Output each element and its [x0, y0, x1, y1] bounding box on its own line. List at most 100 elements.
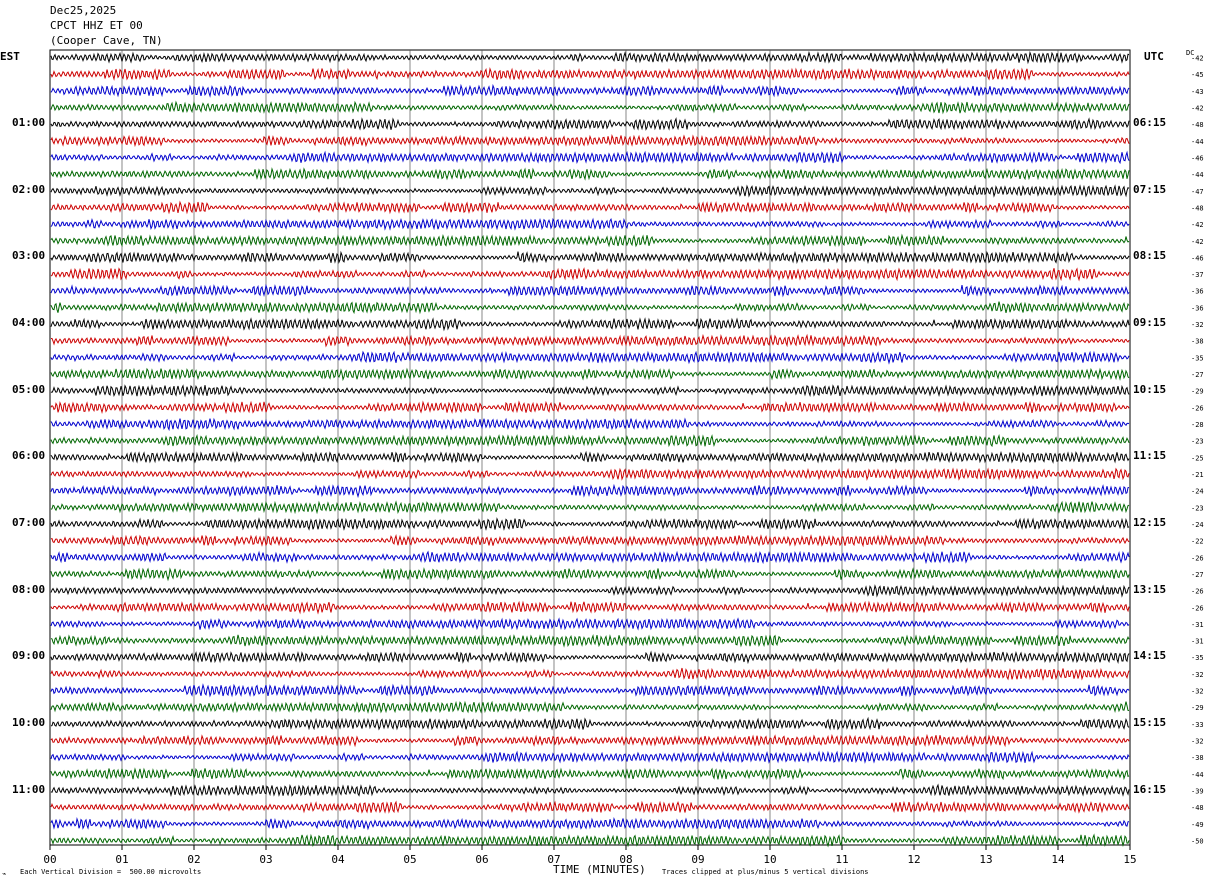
dc-offset-label: -44	[1191, 171, 1204, 179]
seismic-trace	[50, 750, 1130, 764]
dc-offset-label: -36	[1191, 288, 1204, 296]
dc-offset-label: -22	[1191, 538, 1204, 546]
dc-offset-label: -46	[1191, 154, 1204, 162]
dc-offset-label: -48	[1191, 121, 1204, 129]
seismic-trace	[50, 283, 1130, 298]
dc-offset-label: -36	[1191, 304, 1204, 312]
seismic-trace	[50, 567, 1130, 582]
utc-hour-label: 07:15	[1133, 182, 1167, 196]
seismic-trace	[50, 301, 1130, 315]
seismic-trace	[50, 767, 1130, 781]
utc-hour-label: 11:15	[1133, 449, 1167, 463]
seismic-trace	[50, 500, 1130, 515]
dc-offset-label: -35	[1191, 654, 1204, 662]
x-tick-label: 01	[115, 853, 128, 866]
x-tick-label: 13	[979, 853, 992, 866]
dc-offset-label: -26	[1191, 588, 1204, 596]
dc-offset-label: -26	[1191, 404, 1204, 412]
est-hour-label: 01:00	[12, 116, 46, 130]
seismic-trace	[50, 450, 1130, 464]
dc-offset-label: -42	[1191, 104, 1204, 112]
est-hour-label: 07:00	[12, 515, 46, 529]
seismic-traces	[50, 50, 1130, 848]
dc-offset-label: -44	[1191, 771, 1204, 779]
dc-offset-label: -24	[1191, 521, 1204, 529]
seismic-trace	[50, 167, 1130, 181]
header-date: Dec25,2025	[50, 4, 117, 17]
x-axis-title: TIME (MINUTES)	[553, 863, 646, 876]
seismic-trace	[50, 200, 1130, 215]
seismic-trace	[50, 467, 1130, 481]
x-tick-label: 11	[835, 853, 848, 866]
seismic-trace	[50, 150, 1130, 165]
est-hour-label: 11:00	[12, 782, 46, 796]
dc-offset-label: -47	[1191, 188, 1204, 196]
dc-offset-label: -46	[1191, 254, 1204, 262]
dc-offset-label: -27	[1191, 371, 1204, 379]
seismic-trace	[50, 83, 1130, 98]
scale-note: Each Vertical Division = 500.00 microvol…	[20, 868, 202, 876]
seismic-trace	[50, 633, 1130, 648]
utc-hour-label: 15:15	[1133, 715, 1167, 729]
utc-hour-label: 10:15	[1133, 382, 1167, 396]
x-tick-label: 02	[187, 853, 200, 866]
dc-offset-label: -37	[1191, 271, 1204, 279]
dc-offset-label: -21	[1191, 471, 1204, 479]
utc-axis-label: UTC	[1144, 50, 1164, 63]
seismic-trace	[50, 550, 1130, 565]
utc-hour-label: 06:15	[1133, 116, 1167, 130]
dc-offset-labels: -42 -45 -43 -42 -48 -44 -46 -44 -47 -48 -42 -42 -46 -…	[1191, 55, 1204, 846]
scale-icon: ⌁	[2, 870, 7, 878]
dc-offset-label: -33	[1191, 721, 1204, 729]
x-tick-label: 10	[763, 853, 776, 866]
dc-offset-label: -26	[1191, 554, 1204, 562]
dc-offset-label: -23	[1191, 438, 1204, 446]
est-hour-label: 09:00	[12, 649, 46, 663]
dc-offset-label: -27	[1191, 571, 1204, 579]
seismic-trace	[50, 367, 1130, 382]
seismic-trace	[50, 833, 1130, 848]
dc-offset-label: -50	[1191, 838, 1204, 846]
seismic-trace	[50, 650, 1130, 665]
seismic-trace	[50, 233, 1130, 248]
seismic-trace	[50, 417, 1130, 432]
x-tick-label: 12	[907, 853, 920, 866]
dc-offset-label: -32	[1191, 321, 1204, 329]
seismic-trace	[50, 816, 1130, 831]
seismic-trace	[50, 400, 1130, 415]
seismic-trace	[50, 534, 1130, 548]
est-hour-label: 08:00	[12, 582, 46, 596]
dc-offset-label: -48	[1191, 804, 1204, 812]
utc-hour-label: 13:15	[1133, 582, 1167, 596]
dc-offset-label: -39	[1191, 788, 1204, 796]
utc-hour-label: 09:15	[1133, 316, 1167, 330]
dc-offset-label: -31	[1191, 621, 1204, 629]
est-hour-label: 03:00	[12, 249, 46, 263]
seismic-trace	[50, 683, 1130, 698]
x-tick-label: 15	[1123, 853, 1136, 866]
x-tick-label: 06	[475, 853, 488, 866]
dc-offset-label: -32	[1191, 671, 1204, 679]
dc-offset-label: -26	[1191, 604, 1204, 612]
dc-offset-label: -43	[1191, 88, 1204, 96]
seismic-trace	[50, 50, 1130, 65]
x-tick-label: 04	[331, 853, 345, 866]
est-hour-label: 02:00	[12, 182, 46, 196]
x-tick-labels: 00 01 02 03 04 05 06 07 08 09 10 11 12 13 14 15	[43, 853, 1136, 866]
est-axis-label: EST	[0, 50, 20, 63]
est-hour-label: 06:00	[12, 449, 46, 463]
dc-offset-label: -31	[1191, 638, 1204, 646]
seismic-trace	[50, 700, 1130, 714]
utc-hour-label: 08:15	[1133, 249, 1167, 263]
dc-offset-label: -42	[1191, 55, 1204, 63]
utc-hour-label: 14:15	[1133, 649, 1167, 663]
dc-offset-label: -23	[1191, 504, 1204, 512]
seismic-trace	[50, 117, 1130, 131]
plot-border	[49, 49, 1131, 846]
seismic-trace	[50, 733, 1130, 748]
dc-offset-label: -38	[1191, 338, 1204, 346]
dc-offset-label: -25	[1191, 454, 1204, 462]
dc-label: DC	[1186, 49, 1195, 57]
x-tick-label: 14	[1051, 853, 1065, 866]
seismic-trace	[50, 783, 1130, 798]
